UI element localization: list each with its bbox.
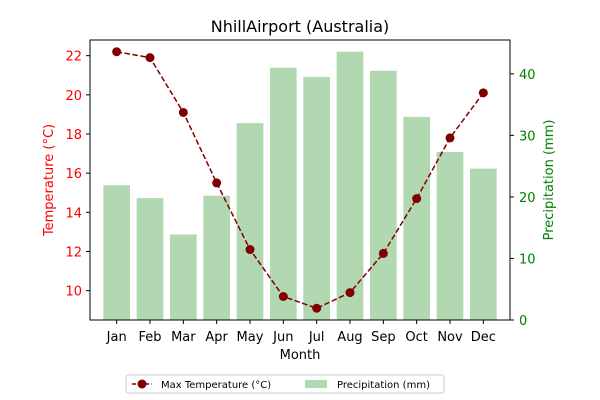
x-tick-label: Jun [272, 330, 293, 345]
temperature-point-nov [445, 133, 455, 143]
precipitation-bar-nov [436, 152, 464, 320]
right-y-tick-label: 10 [519, 252, 536, 267]
temperature-point-dec [478, 88, 488, 98]
left-y-tick-label: 16 [65, 167, 82, 182]
x-tick-label: Sep [371, 330, 396, 345]
x-tick-label: Dec [471, 330, 496, 345]
temperature-point-apr [212, 178, 222, 188]
temperature-point-mar [178, 107, 188, 117]
right-y-tick-label: 0 [519, 314, 527, 329]
x-tick-label: Jan [106, 330, 127, 345]
precipitation-bar-jun [270, 67, 297, 320]
left-y-tick-label: 22 [65, 50, 82, 65]
precipitation-bar-sep [370, 70, 397, 321]
x-tick-label: Aug [337, 330, 362, 345]
left-axis-title: Temperature (°C) [42, 124, 57, 237]
precipitation-bar-jan [103, 185, 130, 320]
left-y-tick-label: 14 [65, 206, 82, 221]
right-y-tick-label: 40 [519, 68, 536, 83]
x-tick-label: Feb [138, 330, 161, 345]
temperature-line-path [116, 51, 484, 310]
x-tick-label: Jul [308, 330, 325, 345]
left-y-tick-label: 20 [65, 89, 82, 104]
x-axis-title: Month [280, 348, 321, 363]
precipitation-bar-apr [203, 195, 230, 320]
precipitation-bar-oct [403, 116, 430, 320]
plot-frame [89, 39, 511, 321]
legend-label-temperature: Max Temperature (°C) [161, 380, 271, 391]
precipitation-bar-mar [170, 234, 197, 320]
right-axis-title: Precipitation (mm) [542, 120, 557, 241]
chart-title: NhillAirport (Australia) [211, 17, 390, 36]
x-tick-label: Nov [437, 330, 463, 345]
precipitation-bars [103, 51, 497, 321]
precipitation-bar-jul [303, 76, 330, 320]
legend-label-precipitation: Precipitation (mm) [337, 380, 430, 391]
precipitation-bar-may [236, 123, 264, 320]
legend: Max Temperature (°C) Precipitation (mm) [125, 374, 445, 394]
temperature-point-sep [378, 248, 388, 258]
temperature-point-oct [412, 194, 422, 204]
temperature-point-feb [145, 53, 155, 63]
x-tick-label: Oct [405, 330, 427, 345]
precipitation-bar-feb [136, 198, 164, 320]
temperature-point-may [245, 245, 255, 255]
right-y-tick-label: 20 [519, 191, 536, 206]
left-y-tick-label: 10 [65, 285, 82, 300]
temperature-point-aug [345, 288, 355, 298]
x-tick-label: Mar [171, 330, 196, 345]
temperature-point-jan [112, 47, 122, 57]
precipitation-bar-dec [470, 168, 497, 320]
x-tick-label: May [237, 330, 264, 345]
temperature-line [112, 47, 488, 313]
right-y-tick-label: 30 [519, 129, 536, 144]
legend-frame [125, 374, 445, 394]
axes: Jan Feb Mar Apr May Jun Jul Aug Sep Oct Nov Dec 10 12… [65, 39, 536, 345]
temperature-point-jun [278, 292, 288, 302]
temperature-point-jul [312, 303, 322, 313]
legend-marker-swatch [137, 379, 147, 389]
legend-bar-swatch [305, 380, 327, 388]
left-y-tick-label: 18 [65, 128, 82, 143]
precipitation-bar-aug [336, 51, 364, 320]
left-y-tick-label: 12 [65, 245, 82, 260]
x-tick-label: Apr [205, 330, 228, 345]
